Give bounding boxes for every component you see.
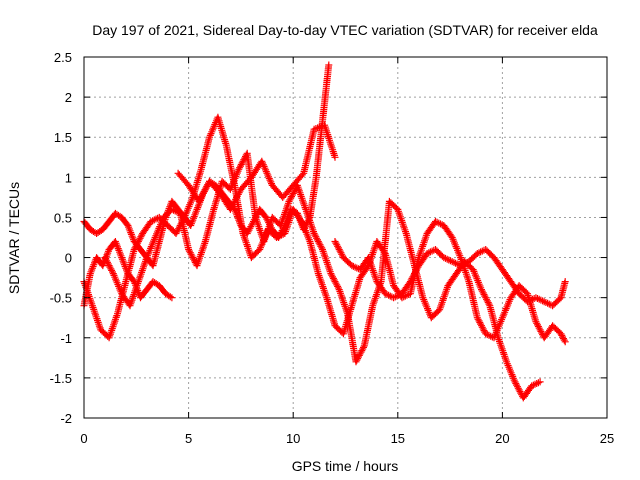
y-tick-label: 1.5 — [54, 130, 72, 145]
plot-frame — [83, 56, 608, 419]
y-tick-label: -1 — [60, 331, 72, 346]
x-tick-labels: 0 5 10 15 20 25 — [80, 431, 614, 446]
series-F — [174, 121, 339, 213]
x-tick-label: 25 — [600, 431, 614, 446]
data-point-markers — [331, 238, 569, 310]
y-tick-label: 0 — [65, 251, 72, 266]
x-tick-label: 15 — [391, 431, 405, 446]
y-tick-label: 2 — [65, 90, 72, 105]
x-tick-label: 10 — [286, 431, 300, 446]
data-point-markers — [80, 113, 569, 346]
y-tick-label: 0.5 — [54, 210, 72, 225]
y-tick-label: 1 — [65, 170, 72, 185]
series-E — [331, 238, 569, 310]
axis-ticks — [83, 56, 608, 419]
y-tick-label: 2.5 — [54, 50, 72, 65]
chart-title: Day 197 of 2021, Sidereal Day-to-day VTE… — [92, 22, 598, 38]
data-marks — [80, 61, 569, 402]
y-tick-label: -0.5 — [50, 291, 72, 306]
x-tick-label: 0 — [80, 431, 87, 446]
series-D — [101, 149, 544, 402]
series-C — [80, 113, 569, 346]
y-axis-label: SDTVAR / TECUs — [6, 182, 22, 294]
data-point-markers — [174, 121, 339, 213]
x-axis-label: GPS time / hours — [292, 458, 399, 474]
y-tick-label: -2 — [60, 411, 72, 426]
x-tick-label: 20 — [495, 431, 509, 446]
x-tick-label: 5 — [185, 431, 192, 446]
y-tick-label: -1.5 — [50, 371, 72, 386]
data-point-markers — [101, 149, 544, 402]
y-tick-labels: -2 -1.5 -1 -0.5 0 0.5 1 1.5 2 2.5 — [50, 50, 72, 426]
